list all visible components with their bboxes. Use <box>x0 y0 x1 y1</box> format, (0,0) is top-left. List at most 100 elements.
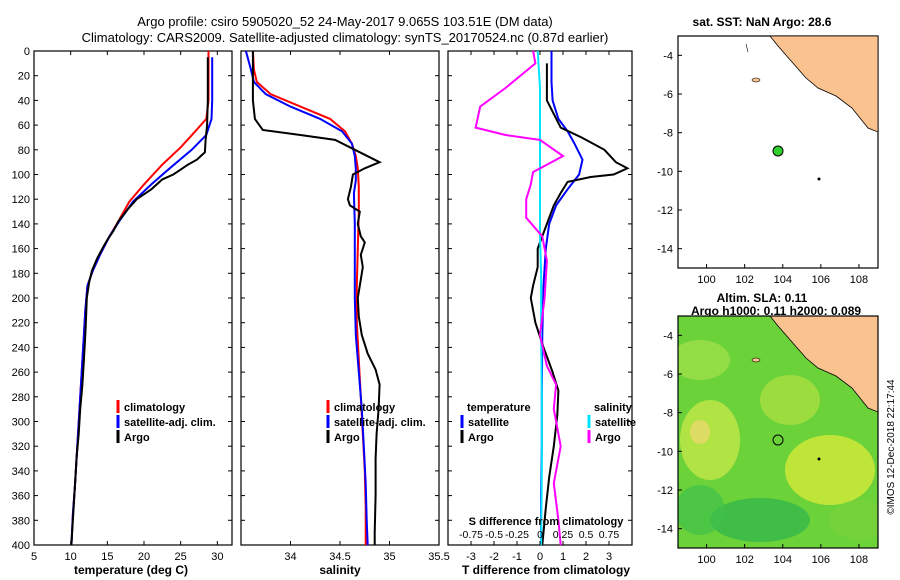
map-bottom-axes: 100 102 104 106 108 -4 -6 -8 -10 -12 -14 <box>657 330 868 566</box>
legend-label-argo: Argo <box>334 432 360 444</box>
x-tick-label: 34 <box>284 551 296 563</box>
sla-patch <box>678 485 725 535</box>
difference-legend-salinity: salinity satellite Argo <box>587 402 636 444</box>
series-line-argo <box>70 57 209 545</box>
salinity-panel <box>240 50 440 546</box>
series-line-salinity-satellite <box>536 51 543 545</box>
legend-label-s-argo: Argo <box>595 432 621 444</box>
map-y-tick-label: -8 <box>663 408 673 420</box>
legend-label-satellite: satellite-adj. clim. <box>334 417 426 429</box>
y-tick-label: 360 <box>12 491 30 503</box>
salinity-lines <box>244 51 383 545</box>
imos-credit: ©IMOS 12-Dec-2018 22:17:44 <box>886 379 897 515</box>
x-tick-label: 5 <box>31 551 37 563</box>
x-tick-label: 3 <box>606 551 612 563</box>
s-diff-tick-label: -0.5 <box>485 529 503 541</box>
figure-title-line2: Climatology: CARS2009. Satellite-adjuste… <box>82 30 609 45</box>
map-y-tick-label: -10 <box>657 166 673 178</box>
map-bottom-field <box>678 316 878 548</box>
x-tick-label: 34.5 <box>329 551 350 563</box>
s-diff-tick-label: 0 <box>537 529 543 541</box>
island <box>751 77 761 83</box>
legend-label-climatology: climatology <box>124 402 186 414</box>
y-tick-label: 240 <box>12 342 30 354</box>
x-tick-label: 25 <box>175 551 187 563</box>
y-tick-label: 0 <box>24 46 30 58</box>
sla-patch <box>680 400 740 480</box>
y-tick-label: 60 <box>18 120 30 132</box>
argo-location-marker <box>772 145 784 157</box>
legend-label-s-satellite: satellite <box>595 417 636 429</box>
island <box>751 357 761 363</box>
x-tick-label: -3 <box>466 551 476 563</box>
map-bottom-title-line1: Altim. SLA: 0.11 <box>717 291 808 305</box>
island <box>745 43 749 53</box>
s-diff-tick-label: 0.5 <box>579 529 594 541</box>
y-tick-label: 300 <box>12 417 30 429</box>
legend-label-t-argo: Argo <box>468 432 494 444</box>
x-tick-label: 30 <box>211 551 223 563</box>
y-tick-label: 180 <box>12 268 30 280</box>
legend-title-salinity: salinity <box>594 402 633 414</box>
figure-title-line1: Argo profile: csiro 5905020_52 24-May-20… <box>137 14 553 29</box>
map-y-tick-label: -10 <box>657 446 673 458</box>
s-diff-tick-label: 0.75 <box>599 529 620 541</box>
y-tick-label: 280 <box>12 392 30 404</box>
legend-label-climatology: climatology <box>334 402 396 414</box>
x-tick-label: 2 <box>583 551 589 563</box>
map-top-axes: 100 102 104 106 108 -4 -6 -8 -10 -12 -14 <box>657 50 868 286</box>
x-tick-label: 35 <box>383 551 395 563</box>
map-y-tick-label: -6 <box>663 89 673 101</box>
legend-label-t-satellite: satellite <box>468 417 509 429</box>
temperature-panel <box>33 50 233 546</box>
y-tick-label: 40 <box>18 95 30 107</box>
y-tick-label: 200 <box>12 293 30 305</box>
map-y-tick-label: -14 <box>657 244 673 256</box>
island <box>817 177 821 181</box>
map-x-tick-label: 108 <box>850 274 868 286</box>
argo-location-marker <box>772 434 784 446</box>
sumatra-landmass <box>769 36 878 133</box>
map-y-tick-label: -12 <box>657 205 673 217</box>
sla-patch <box>760 375 820 425</box>
map-x-tick-label: 104 <box>774 274 792 286</box>
map-x-tick-label: 100 <box>697 274 715 286</box>
y-tick-label: 100 <box>12 170 30 182</box>
x-tick-label: 0 <box>537 551 543 563</box>
sla-patch <box>785 435 875 505</box>
x-tick-label: -1 <box>512 551 522 563</box>
sumatra-landmass <box>769 316 878 413</box>
salinity-axis-label: salinity <box>319 563 361 577</box>
difference-lines <box>474 51 630 545</box>
y-tick-label: 260 <box>12 367 30 379</box>
axes-ticks: 5 10 15 20 25 3002040608010012014016018020022… <box>12 46 632 563</box>
x-tick-label: 10 <box>65 551 77 563</box>
s-diff-tick-label: 0.25 <box>553 529 574 541</box>
series-line-argo <box>251 51 383 545</box>
map-top-land <box>745 36 878 181</box>
map-bottom-frame <box>677 315 879 549</box>
y-tick-label: 120 <box>12 194 30 206</box>
y-tick-label: 380 <box>12 515 30 527</box>
s-diff-tick-label: -0.75 <box>459 529 483 541</box>
series-line-salinity-argo <box>474 51 565 545</box>
map-y-tick-label: -4 <box>663 50 673 62</box>
temperature-axis-label: temperature (deg C) <box>74 563 188 577</box>
y-tick-label: 400 <box>12 540 30 552</box>
difference-legend-temperature: temperature satellite Argo <box>460 402 531 444</box>
t-difference-axis-label: T difference from climatology <box>462 563 630 577</box>
map-y-tick-label: -6 <box>663 369 673 381</box>
map-y-tick-label: -12 <box>657 485 673 497</box>
x-tick-label: 20 <box>138 551 150 563</box>
x-tick-label: -2 <box>489 551 499 563</box>
sla-patch <box>710 498 810 542</box>
map-x-tick-label: 106 <box>812 554 830 566</box>
x-tick-label: 1 <box>560 551 566 563</box>
y-tick-label: 20 <box>18 71 30 83</box>
map-x-tick-label: 104 <box>774 554 792 566</box>
map-x-tick-label: 106 <box>812 274 830 286</box>
temperature-legend: climatology satellite-adj. clim. Argo <box>116 400 216 444</box>
y-tick-label: 160 <box>12 244 30 256</box>
map-top-title: sat. SST: NaN Argo: 28.6 <box>693 15 832 29</box>
y-tick-label: 80 <box>18 145 30 157</box>
